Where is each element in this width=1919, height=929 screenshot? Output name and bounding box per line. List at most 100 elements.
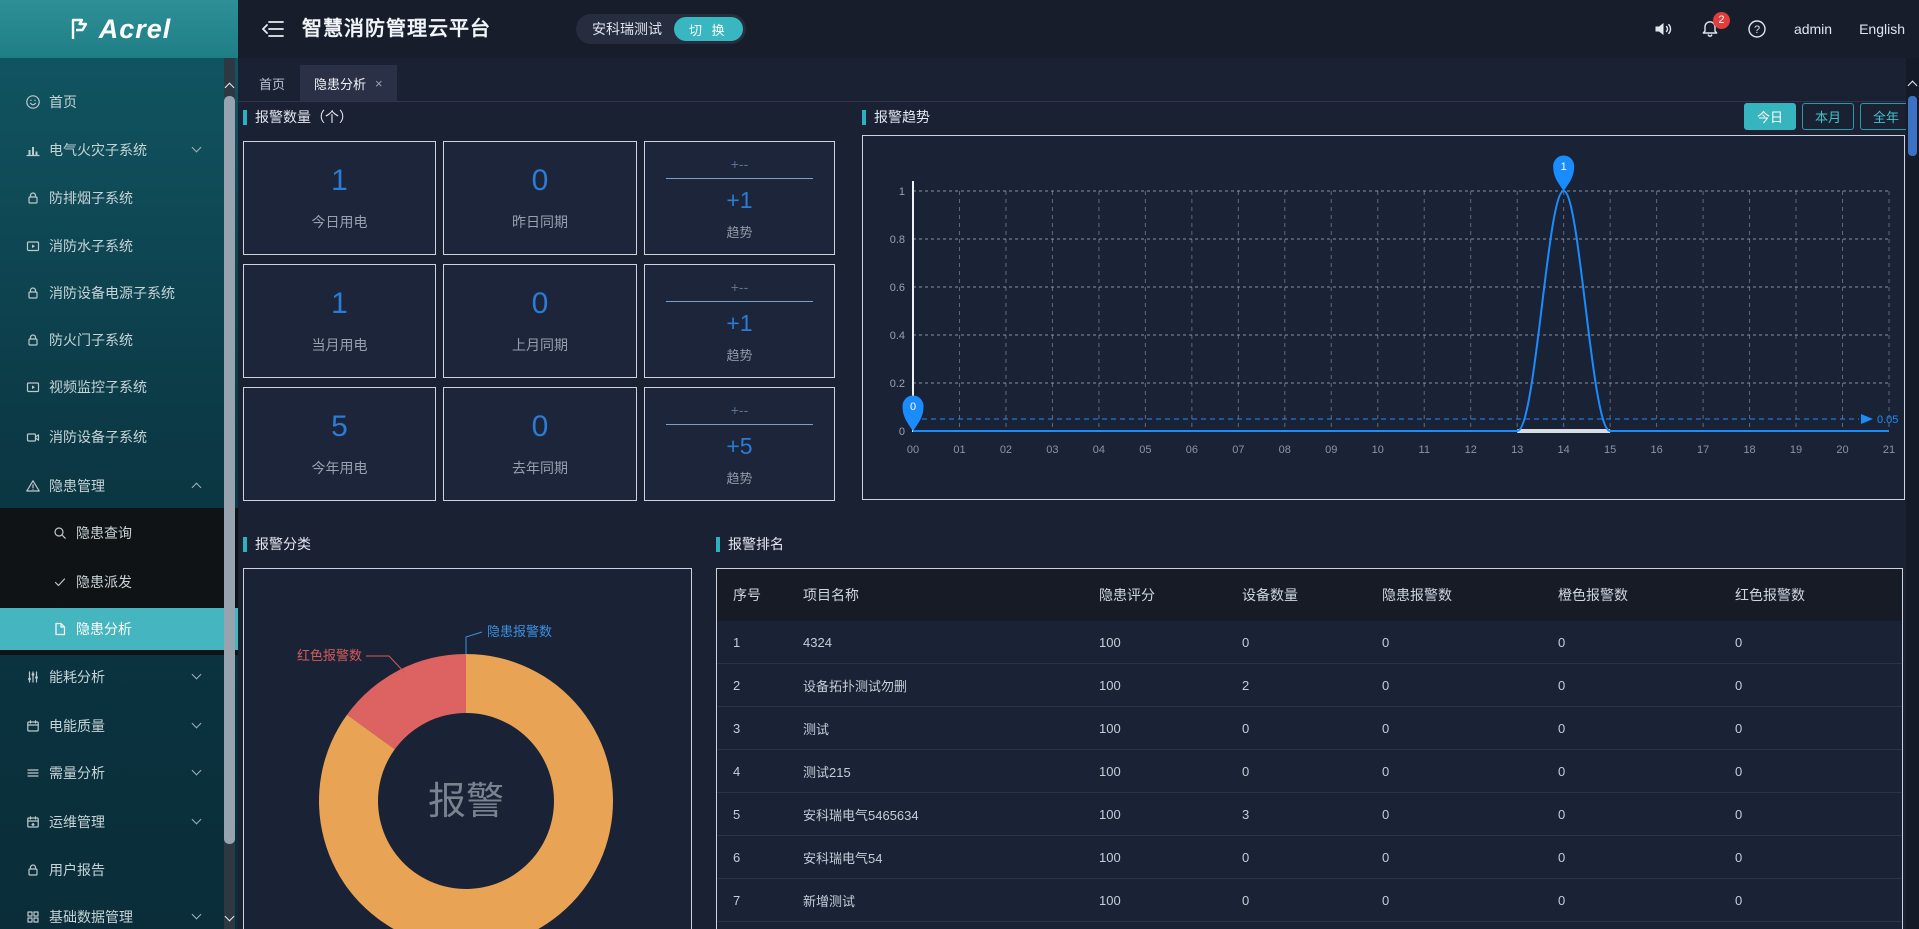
svg-text:0.05: 0.05 <box>1877 414 1898 426</box>
sidebar-item-smoke-control[interactable]: 防排烟子系统 <box>0 178 238 218</box>
range-button-today[interactable]: 今日 <box>1744 103 1797 130</box>
cell-score: 100 <box>1099 892 1121 908</box>
stat-label: 昨日同期 <box>512 214 568 230</box>
table-header-cell: 序号 <box>733 587 761 603</box>
svg-text:20: 20 <box>1836 444 1848 456</box>
tab-bar: 首页 隐患分析 × <box>238 58 1919 102</box>
cell-orange-alarms: 0 <box>1558 677 1566 693</box>
cell-red-alarms: 0 <box>1735 892 1743 908</box>
cell-hidden-alarms: 0 <box>1382 634 1390 650</box>
sidebar-collapse-icon[interactable] <box>262 20 284 38</box>
table-row[interactable]: 2 设备拓扑测试勿删 100 2 0 0 0 <box>717 664 1902 707</box>
sidebar-item-fire-door[interactable]: 防火门子系统 <box>0 320 238 360</box>
tab-close-icon[interactable]: × <box>375 75 383 91</box>
page-scrollbar-thumb[interactable] <box>1908 96 1917 156</box>
chevron-up-icon <box>191 482 202 493</box>
chart-icon <box>25 142 41 158</box>
tab-danger-analysis[interactable]: 隐患分析 × <box>300 65 397 101</box>
sidebar-item-power-quality[interactable]: 电能质量 <box>0 706 238 746</box>
lock-icon <box>25 862 41 878</box>
stat-value: 1 <box>331 164 348 197</box>
svg-text:17: 17 <box>1697 444 1709 456</box>
table-row[interactable]: 1 4324 100 0 0 0 0 <box>717 621 1902 664</box>
sidebar-item-user-report[interactable]: 用户报告 <box>0 850 238 890</box>
chevron-down-icon <box>191 718 202 729</box>
title-tick <box>862 109 866 125</box>
sidebar-item-fire-water[interactable]: 消防水子系统 <box>0 226 238 266</box>
cell-orange-alarms: 0 <box>1558 849 1566 865</box>
sidebar-item-video-monitor[interactable]: 视频监控子系统 <box>0 367 238 407</box>
svg-text:0: 0 <box>910 401 916 413</box>
table-row[interactable]: 4 测试215 100 0 0 0 0 <box>717 750 1902 793</box>
sidebar-item-danger-query[interactable]: 隐患查询 <box>0 513 238 553</box>
sidebar-item-ops-management[interactable]: 运维管理 <box>0 802 238 842</box>
list-icon <box>25 765 41 781</box>
cell-seq: 5 <box>733 806 741 822</box>
scroll-up-icon[interactable] <box>1907 80 1918 91</box>
cell-red-alarms: 0 <box>1735 677 1743 693</box>
switch-tenant-button[interactable]: 切 换 <box>674 17 743 41</box>
title-tick <box>716 536 720 552</box>
speaker-icon[interactable] <box>1653 19 1673 39</box>
sidebar-item-label: 防火门子系统 <box>49 332 133 348</box>
sidebar-item-base-data[interactable]: 基础数据管理 <box>0 897 238 929</box>
svg-text:06: 06 <box>1186 444 1198 456</box>
cell-seq: 4 <box>733 763 741 779</box>
table-row[interactable]: 5 安科瑞电气5465634 100 3 0 0 0 <box>717 793 1902 836</box>
svg-text:11: 11 <box>1419 444 1430 456</box>
sidebar-item-label: 用户报告 <box>49 862 105 878</box>
sidebar-item-label: 消防水子系统 <box>49 238 133 254</box>
alarm-rank-panel: 序号 项目名称 隐患评分 设备数量 隐患报警数 橙色报警数 红色报警数 1 4324 100… <box>716 568 1903 929</box>
alarm-count-title: 报警数量（个） <box>243 106 353 128</box>
svg-text:0.8: 0.8 <box>890 234 905 246</box>
sidebar-item-hidden-danger[interactable]: 隐患管理 <box>0 466 238 506</box>
user-menu[interactable]: admin <box>1793 21 1833 37</box>
sidebar-item-energy-analysis[interactable]: 能耗分析 <box>0 657 238 697</box>
trend-label: 趋势 <box>726 347 753 363</box>
cell-score: 100 <box>1099 849 1121 865</box>
page-scrollbar-track[interactable] <box>1906 58 1919 929</box>
svg-text:隐患报警数: 隐患报警数 <box>487 624 552 639</box>
home-icon <box>25 94 41 110</box>
warning-triangle-icon <box>25 478 41 494</box>
sidebar-item-fire-device[interactable]: 消防设备子系统 <box>0 417 238 457</box>
chevron-down-icon <box>191 142 202 153</box>
sidebar-item-fire-power[interactable]: 消防设备电源子系统 <box>0 273 238 313</box>
table-row[interactable]: 6 安科瑞电气54 100 0 0 0 0 <box>717 836 1902 879</box>
header: Acrel 智慧消防管理云平台 安科瑞测试 切 换 <box>0 0 1919 58</box>
table-header-cell: 橙色报警数 <box>1558 587 1628 603</box>
sidebar-scrollbar-thumb[interactable] <box>224 96 235 844</box>
table-row[interactable]: 3 测试 100 0 0 0 0 <box>717 707 1902 750</box>
sidebar-item-label: 隐患派发 <box>76 574 132 590</box>
table-row[interactable]: 7 新增测试 100 0 0 0 0 <box>717 879 1902 922</box>
tenant-name: 安科瑞测试 <box>592 21 662 37</box>
search-icon <box>52 525 68 541</box>
sidebar-item-danger-analysis[interactable]: 隐患分析 <box>0 608 238 650</box>
stat-card-month-trend: +-- +1 趋势 <box>644 264 835 378</box>
svg-text:04: 04 <box>1093 444 1105 456</box>
sidebar-item-electrical-fire[interactable]: 电气火灾子系统 <box>0 130 238 170</box>
tab-home[interactable]: 首页 <box>245 65 299 101</box>
svg-text:01: 01 <box>953 444 965 456</box>
sidebar-item-label: 能耗分析 <box>49 669 105 685</box>
stat-label: 今日用电 <box>311 214 368 230</box>
sidebar-item-demand-analysis[interactable]: 需量分析 <box>0 753 238 793</box>
svg-text:14: 14 <box>1558 444 1570 456</box>
trend-delta: +1 <box>726 186 753 213</box>
range-button-year[interactable]: 全年 <box>1860 103 1913 130</box>
table-header-cell: 隐患报警数 <box>1382 587 1452 603</box>
help-icon[interactable]: ? <box>1747 19 1767 39</box>
cell-score: 100 <box>1099 634 1121 650</box>
bell-icon[interactable]: 2 <box>1700 12 1730 39</box>
check-icon <box>52 574 68 590</box>
cell-score: 100 <box>1099 763 1121 779</box>
sidebar-item-label: 首页 <box>49 94 77 110</box>
sidebar-item-danger-dispatch[interactable]: 隐患派发 <box>0 562 238 602</box>
range-button-month[interactable]: 本月 <box>1802 103 1855 130</box>
file-icon <box>52 621 68 637</box>
stat-value: 1 <box>331 287 348 320</box>
language-switch[interactable]: English <box>1859 21 1905 37</box>
sidebar-item-home[interactable]: 首页 <box>0 82 238 122</box>
svg-text:0: 0 <box>899 426 905 438</box>
